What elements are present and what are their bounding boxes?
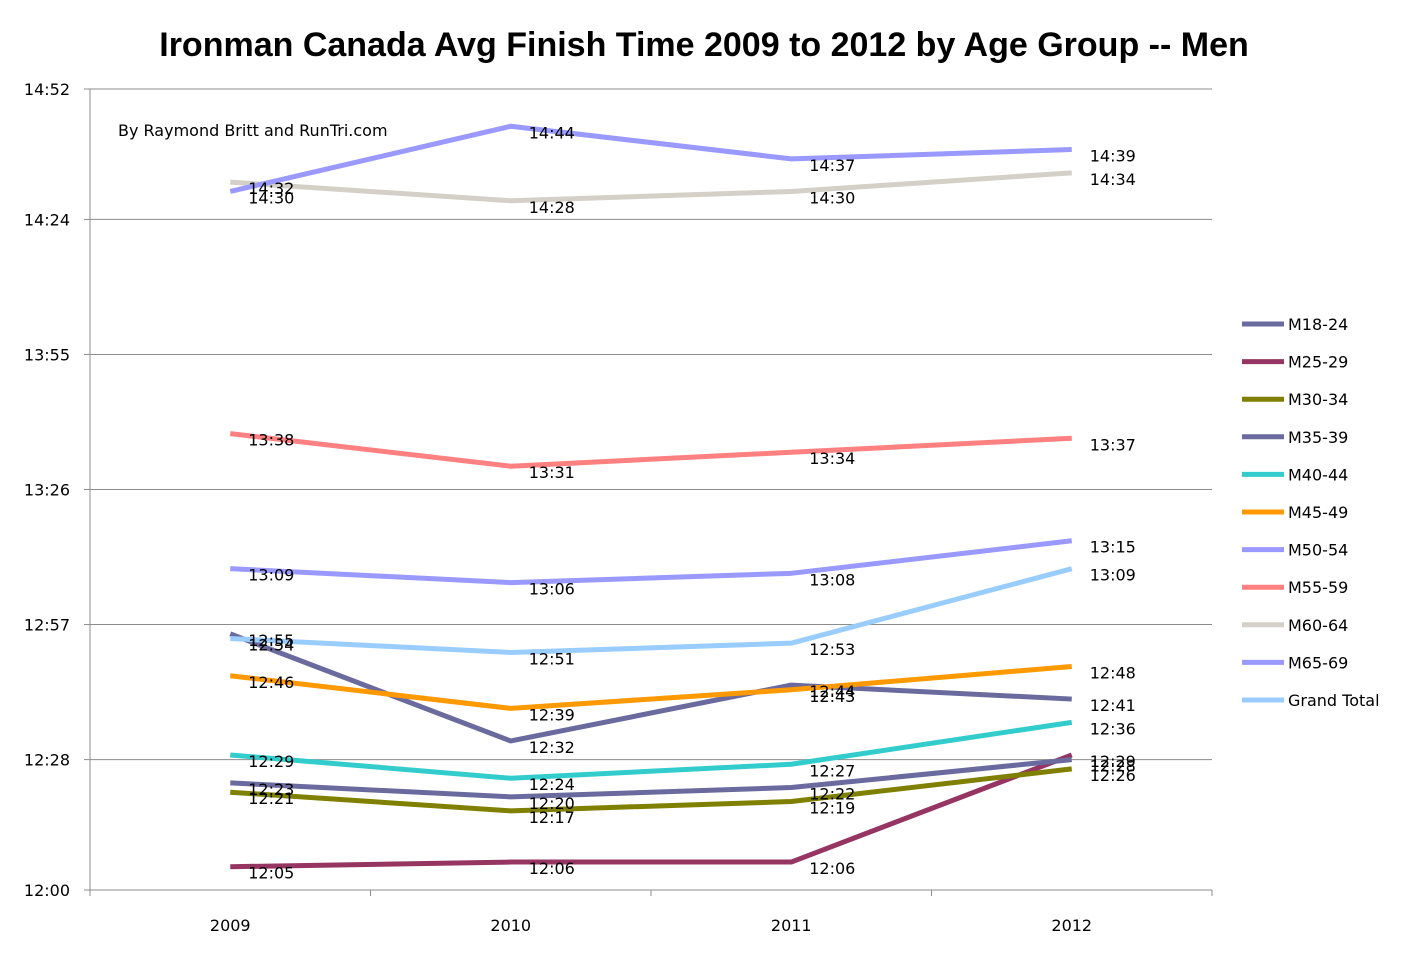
data-label: 13:09	[248, 566, 294, 585]
series-line-M50-54	[230, 538, 1073, 586]
data-label: 12:55	[248, 631, 294, 650]
data-label: 12:46	[248, 673, 294, 692]
legend-label: M50-54	[1288, 541, 1348, 560]
y-tick-label: 12:00	[24, 881, 70, 900]
data-label: 14:44	[529, 123, 575, 142]
legend-label: M40-44	[1288, 465, 1348, 484]
series-line-M18-24	[229, 631, 1072, 744]
data-labels: 12:55 12:32 12:44 12:41 12:05 12:06 12:06 12:29…	[248, 123, 1136, 882]
data-label: 14:34	[1090, 170, 1136, 189]
legend-item: M35-39	[1242, 428, 1348, 447]
data-label: 12:41	[1090, 696, 1136, 715]
y-tick-label: 13:26	[24, 481, 70, 500]
legend-item: M60-64	[1242, 616, 1348, 635]
data-label: 12:24	[529, 775, 575, 794]
data-label: 12:05	[248, 864, 294, 883]
data-label: 12:19	[809, 799, 855, 818]
data-label: 12:53	[809, 640, 855, 659]
data-label: 13:15	[1090, 538, 1136, 557]
data-label: 12:23	[248, 780, 294, 799]
data-label: 13:38	[248, 431, 294, 450]
chart-credit: By Raymond Britt and RunTri.com	[118, 121, 388, 140]
data-label: 12:06	[809, 859, 855, 878]
y-tick-label: 13:55	[24, 345, 70, 364]
legend-item: M50-54	[1242, 541, 1348, 560]
data-label: 14:32	[248, 179, 294, 198]
legend-label: M25-29	[1288, 353, 1348, 372]
data-label: 13:34	[809, 449, 855, 468]
data-label: 12:26	[1090, 766, 1136, 785]
data-label: 13:31	[529, 463, 575, 482]
x-tick-label: 2011	[771, 916, 812, 935]
data-label: 12:44	[809, 682, 855, 701]
data-label: 12:39	[529, 705, 575, 724]
series-lines	[229, 123, 1073, 870]
legend-item: M65-69	[1242, 653, 1348, 672]
legend-label: M18-24	[1288, 315, 1348, 334]
series-line-M40-44	[230, 719, 1073, 781]
data-label: 14:28	[529, 198, 575, 217]
data-label: 12:20	[529, 794, 575, 813]
series-line-M30-34	[230, 766, 1073, 814]
series-line-M25-29	[230, 752, 1073, 870]
data-label: 12:36	[1090, 719, 1136, 738]
y-tick-label: 14:24	[24, 210, 70, 229]
legend-label: M60-64	[1288, 616, 1348, 635]
y-axis-ticks: 12:00 12:28 12:57 13:26 13:55 14:24 14:52	[24, 80, 70, 900]
legend-label: M30-34	[1288, 390, 1348, 409]
data-label: 12:48	[1090, 663, 1136, 682]
data-label: 12:06	[529, 859, 575, 878]
data-label: 12:21	[248, 789, 294, 808]
x-axis-ticks: 2009 2010 2011 2012	[210, 916, 1092, 935]
data-label: 12:29	[1090, 752, 1136, 771]
legend: M18-24 M25-29 M30-34 M35-39 M40-44 M45-49 M50-…	[1242, 315, 1380, 710]
data-label: 12:22	[809, 785, 855, 804]
axes	[89, 89, 1213, 896]
data-label: 13:37	[1090, 435, 1136, 454]
legend-item: M40-44	[1242, 465, 1348, 484]
legend-item: M45-49	[1242, 503, 1348, 522]
y-tick-label: 14:52	[24, 80, 70, 99]
data-label: 14:30	[809, 188, 855, 207]
legend-label: M45-49	[1288, 503, 1348, 522]
data-label: 12:54	[248, 636, 294, 655]
series-line-M55-59	[229, 431, 1072, 469]
data-label: 12:51	[529, 649, 575, 668]
data-label: 12:32	[529, 738, 575, 757]
legend-item: M55-59	[1242, 578, 1348, 597]
data-label: 14:39	[1090, 147, 1136, 166]
legend-item: M30-34	[1242, 390, 1348, 409]
series-line-Grand Total	[230, 566, 1073, 655]
legend-item: M25-29	[1242, 353, 1348, 372]
data-label: 14:37	[809, 156, 855, 175]
legend-label: M55-59	[1288, 578, 1348, 597]
data-label: 14:30	[248, 188, 294, 207]
legend-item: M18-24	[1242, 315, 1348, 334]
series-line-M45-49	[229, 663, 1072, 711]
x-tick-label: 2012	[1051, 916, 1092, 935]
series-line-M65-69	[229, 123, 1072, 194]
x-tick-label: 2010	[490, 916, 531, 935]
legend-item: Grand Total	[1242, 691, 1380, 710]
series-line-M35-39	[230, 757, 1072, 800]
data-label: 13:08	[809, 570, 855, 589]
data-label: 12:43	[809, 687, 855, 706]
y-tick-label: 12:57	[24, 616, 70, 635]
data-label: 12:17	[529, 808, 575, 827]
data-label: 12:28	[1090, 757, 1136, 776]
chart-title: Ironman Canada Avg Finish Time 2009 to 2…	[159, 26, 1249, 64]
legend-label: M35-39	[1288, 428, 1348, 447]
legend-label: M65-69	[1288, 653, 1348, 672]
y-tick-label: 12:28	[24, 751, 70, 770]
data-label: 12:29	[248, 752, 294, 771]
data-label: 13:09	[1090, 566, 1136, 585]
data-label: 13:06	[529, 580, 575, 599]
data-label: 12:27	[809, 761, 855, 780]
series-line-M60-64	[230, 170, 1072, 204]
x-tick-label: 2009	[210, 916, 251, 935]
legend-label: Grand Total	[1288, 691, 1380, 710]
